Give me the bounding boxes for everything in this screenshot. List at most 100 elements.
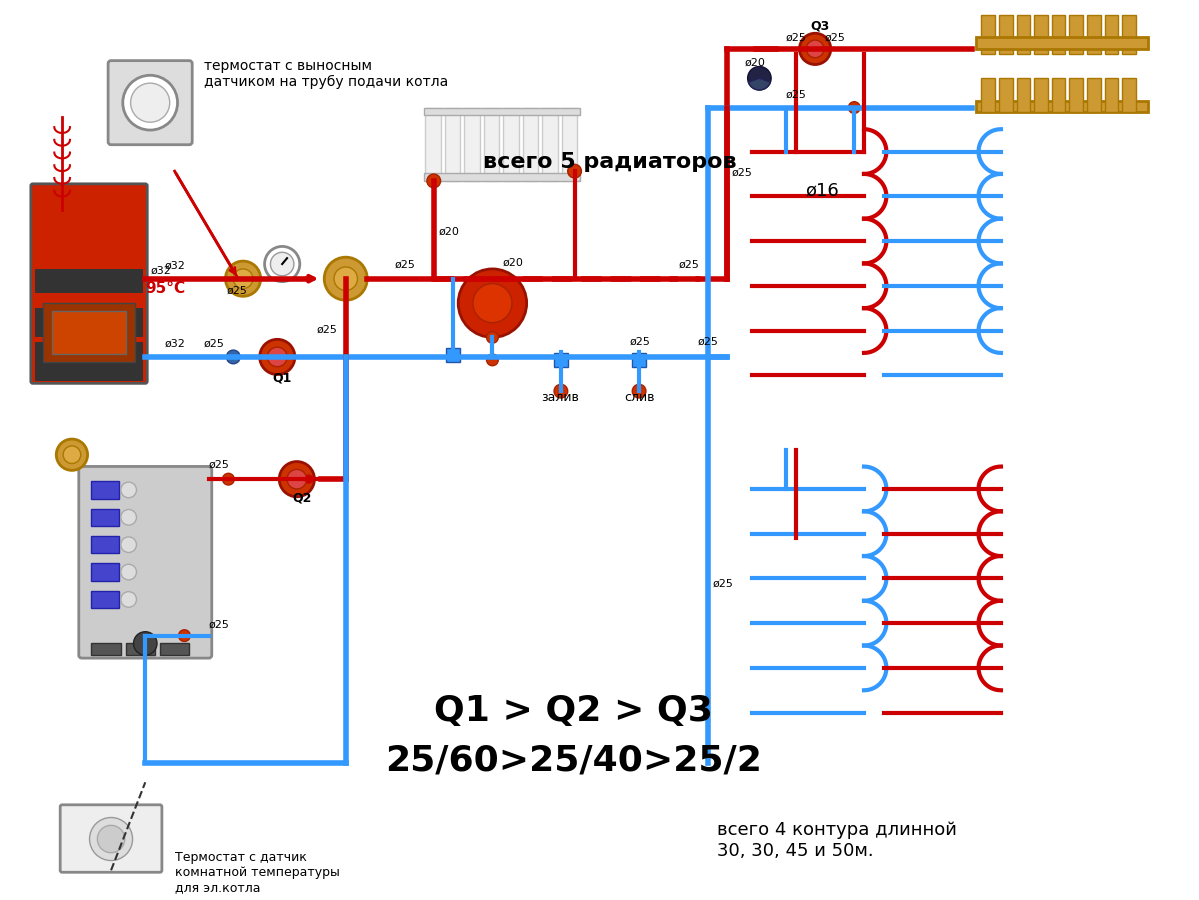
Circle shape: [849, 102, 860, 113]
Bar: [554, 353, 567, 366]
Circle shape: [122, 76, 177, 130]
Circle shape: [121, 537, 137, 553]
Circle shape: [133, 632, 157, 655]
Text: 95°С: 95°С: [145, 282, 186, 296]
Circle shape: [121, 509, 137, 525]
Circle shape: [225, 261, 260, 296]
Bar: [91, 563, 119, 580]
Circle shape: [131, 83, 170, 122]
Text: ø25: ø25: [227, 285, 247, 295]
Text: ø32: ø32: [164, 339, 186, 349]
Text: ø20: ø20: [745, 58, 766, 68]
Text: залив: залив: [541, 391, 579, 404]
Bar: [562, 108, 578, 181]
Circle shape: [748, 67, 771, 90]
Text: Q3: Q3: [811, 19, 830, 32]
Circle shape: [472, 284, 512, 323]
Text: ø20: ø20: [502, 258, 523, 268]
FancyBboxPatch shape: [31, 184, 147, 383]
Circle shape: [632, 384, 646, 398]
Bar: [483, 108, 499, 181]
Text: ø25: ø25: [317, 325, 337, 335]
Bar: [91, 644, 121, 655]
Circle shape: [567, 165, 582, 178]
Circle shape: [267, 347, 287, 366]
Circle shape: [223, 473, 234, 485]
Circle shape: [427, 174, 440, 188]
FancyBboxPatch shape: [79, 466, 212, 658]
Text: ø16: ø16: [806, 182, 839, 200]
Circle shape: [287, 470, 307, 489]
Bar: [159, 644, 189, 655]
Text: Термостат с датчик
комнатной температуры
для эл.котла: Термостат с датчик комнатной температуры…: [175, 850, 339, 894]
Text: ø25: ø25: [209, 459, 230, 470]
Bar: [1122, 14, 1135, 54]
Bar: [1035, 14, 1048, 54]
Bar: [446, 348, 460, 362]
Bar: [999, 14, 1013, 54]
Circle shape: [800, 33, 831, 65]
Text: ø25: ø25: [629, 337, 650, 347]
Text: термостат с выносным
датчиком на трубу подачи котла: термостат с выносным датчиком на трубу п…: [204, 58, 448, 89]
Bar: [1070, 14, 1083, 54]
Bar: [53, 311, 126, 354]
Bar: [542, 108, 558, 181]
Bar: [91, 536, 119, 554]
Wedge shape: [748, 78, 771, 90]
FancyBboxPatch shape: [108, 60, 192, 145]
Text: Q2: Q2: [291, 491, 312, 505]
Bar: [1052, 78, 1066, 112]
Text: всего 5 радиаторов: всего 5 радиаторов: [483, 151, 736, 172]
Text: Q1: Q1: [272, 372, 291, 384]
Bar: [35, 342, 144, 382]
Bar: [35, 269, 144, 293]
Text: ø25: ø25: [785, 90, 807, 100]
Bar: [1035, 78, 1048, 112]
Text: ø25: ø25: [733, 168, 753, 178]
Circle shape: [227, 350, 240, 364]
Bar: [35, 308, 144, 338]
Circle shape: [90, 817, 133, 860]
Circle shape: [179, 630, 191, 642]
Circle shape: [324, 257, 367, 301]
Text: ø25: ø25: [209, 620, 230, 630]
Text: всего 4 контура длинной
30, 30, 45 и 50м.: всего 4 контура длинной 30, 30, 45 и 50м…: [717, 822, 957, 860]
Text: ø32: ø32: [150, 266, 171, 275]
Text: Q1 > Q2 > Q3: Q1 > Q2 > Q3: [434, 694, 712, 728]
Text: ø25: ø25: [679, 260, 699, 270]
Circle shape: [121, 482, 137, 498]
Bar: [976, 37, 1147, 49]
Text: ø25: ø25: [698, 337, 718, 347]
Bar: [1087, 14, 1101, 54]
Text: ø25: ø25: [394, 260, 416, 270]
Text: ø25: ø25: [785, 33, 807, 43]
Circle shape: [234, 269, 253, 289]
Circle shape: [265, 247, 300, 282]
Bar: [976, 101, 1147, 112]
Bar: [1104, 78, 1119, 112]
Text: ø20: ø20: [439, 227, 459, 237]
Bar: [1052, 14, 1066, 54]
Circle shape: [335, 267, 357, 291]
Bar: [91, 590, 119, 608]
Bar: [91, 508, 119, 526]
Circle shape: [56, 439, 88, 471]
Bar: [632, 353, 646, 366]
Text: 25/60>25/40>25/2: 25/60>25/40>25/2: [385, 743, 761, 778]
Bar: [504, 108, 519, 181]
Bar: [523, 108, 538, 181]
Circle shape: [64, 446, 80, 464]
Text: ø25: ø25: [825, 33, 845, 43]
Text: слив: слив: [625, 391, 655, 404]
Circle shape: [260, 339, 295, 374]
Circle shape: [487, 331, 499, 343]
Circle shape: [121, 591, 137, 608]
Circle shape: [121, 564, 137, 580]
Circle shape: [554, 384, 567, 398]
Bar: [1087, 78, 1101, 112]
Bar: [999, 78, 1013, 112]
Circle shape: [97, 825, 125, 852]
Bar: [1104, 14, 1119, 54]
Bar: [424, 108, 580, 115]
Circle shape: [271, 252, 294, 275]
